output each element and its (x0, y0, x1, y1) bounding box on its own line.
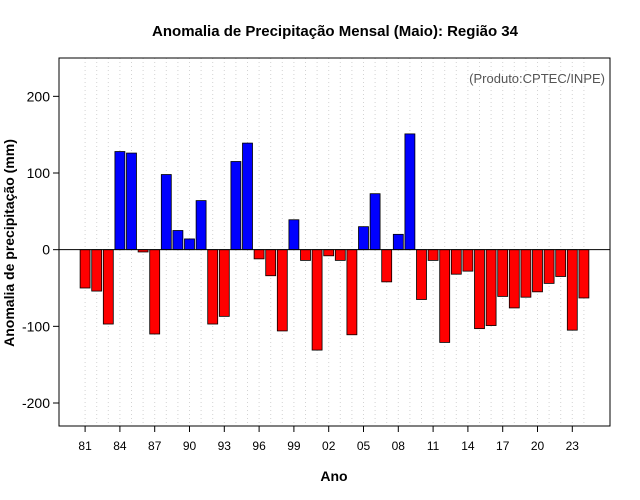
x-tick-label: 14 (461, 439, 475, 453)
bar-2002 (323, 249, 335, 257)
bar-1982 (91, 249, 103, 292)
grid-lines (84, 58, 585, 426)
bar-1992 (207, 249, 219, 325)
bar-1988 (160, 174, 172, 251)
plot-frame (58, 57, 611, 427)
credit-label: (Produto:CPTEC/INPE) (469, 71, 605, 86)
bar-1999 (288, 219, 300, 251)
bar-2017 (497, 249, 509, 297)
x-tick-label: 02 (322, 439, 336, 453)
x-axis: 81 84 87 90 93 96 99 02 05 08 11 14 17 20 23 (78, 426, 579, 453)
bar-2006 (369, 193, 381, 251)
x-tick-label: 99 (287, 439, 301, 453)
bar-1987 (149, 249, 161, 335)
y-tick-label: -200 (22, 395, 50, 411)
bar-2019 (520, 249, 532, 298)
bar-2020 (532, 249, 543, 293)
x-tick-label: 96 (252, 439, 266, 453)
bar-2004 (346, 249, 358, 336)
x-tick-label: 93 (218, 439, 232, 453)
bar-1998 (276, 249, 288, 332)
bar-2023 (566, 249, 578, 331)
bar-1985 (126, 152, 137, 251)
bar-2014 (462, 249, 474, 272)
x-tick-label: 11 (427, 439, 440, 453)
bar-2007 (381, 249, 393, 283)
bar-2016 (485, 249, 497, 326)
bar-1990 (184, 238, 195, 251)
bar-2000 (300, 249, 311, 261)
chart-title: Anomalia de Precipitação Mensal (Maio): … (152, 23, 519, 40)
bar-2012 (439, 249, 451, 343)
bars (79, 133, 590, 351)
bar-2001 (311, 249, 323, 351)
bar-1995 (242, 142, 253, 251)
y-tick-label: 100 (27, 165, 51, 181)
x-tick-label: 17 (496, 439, 510, 453)
y-tick-label: 0 (42, 242, 50, 258)
bar-2011 (427, 249, 439, 261)
y-tick-label: 200 (27, 88, 51, 104)
bar-2018 (508, 249, 520, 309)
bar-1981 (79, 249, 91, 289)
x-tick-label: 08 (392, 439, 406, 453)
bar-1993 (218, 249, 230, 317)
bar-2024 (578, 249, 590, 299)
x-tick-label: 05 (357, 439, 371, 453)
bar-2015 (474, 249, 485, 330)
x-tick-label: 87 (148, 439, 162, 453)
x-tick-label: 84 (113, 439, 127, 453)
x-axis-label: Ano (320, 468, 347, 484)
bar-2022 (555, 249, 567, 277)
y-tick-label: -100 (22, 318, 50, 334)
bar-2009 (404, 133, 416, 251)
y-axis: -200 -100 0 100 200 (22, 88, 59, 411)
bar-2013 (450, 249, 462, 275)
bar-2005 (358, 226, 369, 251)
y-axis-label: Anomalia de precipitação (mm) (1, 139, 17, 347)
x-tick-label: 20 (531, 439, 545, 453)
bar-1996 (253, 249, 265, 260)
x-tick-label: 23 (566, 439, 580, 453)
bar-1997 (265, 249, 277, 277)
bar-2021 (543, 249, 555, 284)
bar-1991 (195, 200, 207, 251)
bar-2010 (416, 249, 427, 300)
bar-1994 (230, 161, 242, 251)
bar-2008 (392, 233, 404, 251)
x-tick-label: 81 (78, 439, 92, 453)
bar-2003 (334, 249, 346, 261)
x-tick-label: 90 (183, 439, 197, 453)
bar-1984 (114, 151, 126, 251)
bar-1989 (172, 230, 184, 251)
bar-1983 (102, 249, 114, 325)
